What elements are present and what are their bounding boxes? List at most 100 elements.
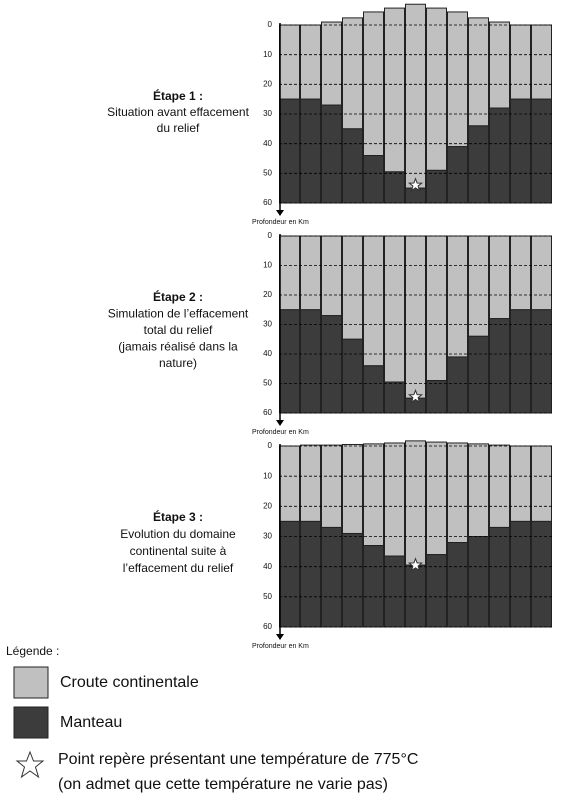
crust-column: [279, 24, 300, 100]
marker-star: [407, 177, 424, 192]
panel-title: Étape 3 :: [153, 509, 203, 524]
crust-column: [405, 440, 426, 566]
crust-column: [510, 235, 531, 311]
mantle-column: [300, 98, 321, 204]
crust-column: [342, 235, 363, 340]
crust-column: [447, 235, 468, 358]
axis-arrow: [276, 634, 284, 640]
crust-column: [426, 7, 447, 171]
crust-column: [426, 441, 447, 556]
y-tick-label: 0: [268, 441, 273, 450]
legend-marker-line: Point repère présentant une température …: [58, 751, 418, 768]
crust-column: [531, 24, 552, 100]
marker-star: [407, 388, 424, 404]
y-tick-label: 30: [263, 532, 272, 541]
y-tick-label: 60: [263, 198, 272, 207]
crust-column: [300, 24, 321, 100]
crust-column: [363, 11, 384, 157]
mantle-column: [321, 526, 342, 628]
legend-mantle: Manteau: [60, 714, 122, 731]
mantle-column: [321, 315, 342, 414]
mantle-column: [279, 98, 300, 204]
mantle-column: [342, 532, 363, 628]
legend-mantle-swatch: [13, 706, 49, 739]
crust-column: [342, 17, 363, 130]
y-tick-label: 30: [263, 320, 272, 329]
mantle-column: [531, 520, 552, 628]
crust-column: [468, 17, 489, 127]
y-tick-label: 0: [268, 20, 273, 29]
legend-title: Légende :: [6, 644, 59, 658]
y-tick-label: 10: [263, 261, 272, 270]
y-tick-label: 40: [263, 139, 272, 148]
crust-column: [510, 445, 531, 522]
panel-subtitle: l’effacement du relief: [123, 561, 234, 575]
crust-column: [447, 11, 468, 148]
crust-column: [384, 235, 405, 383]
crust-column: [489, 444, 510, 528]
marker-star: [407, 557, 424, 572]
legend-crust: Croute continentale: [60, 674, 199, 691]
mantle-column: [468, 125, 489, 204]
crust-column: [342, 443, 363, 534]
mantle-column: [489, 318, 510, 414]
crust-column: [510, 24, 531, 100]
y-tick-label: 50: [263, 379, 272, 388]
legend-star: [15, 750, 45, 779]
crust-column: [405, 3, 426, 189]
mantle-column: [405, 564, 426, 628]
panel-subtitle: Evolution du domaine: [120, 527, 236, 541]
mantle-column: [279, 520, 300, 628]
crust-column: [531, 235, 552, 311]
mantle-column: [384, 171, 405, 204]
y-tick-label: 60: [263, 622, 272, 631]
mantle-column: [489, 526, 510, 628]
mantle-column: [447, 356, 468, 414]
panel-subtitle: continental suite à: [130, 544, 227, 558]
mantle-column: [531, 309, 552, 414]
panel-subtitle: du relief: [157, 121, 200, 135]
mantle-column: [321, 104, 342, 204]
mantle-column: [363, 545, 384, 628]
crust-column: [447, 442, 468, 544]
mantle-column: [510, 309, 531, 414]
crust-column: [468, 443, 489, 537]
y-tick-label: 40: [263, 349, 272, 358]
axis-label: Profondeur en Km: [252, 643, 309, 650]
crust-column: [321, 235, 342, 317]
legend-marker-line: (on admet que cette température ne varie…: [58, 776, 388, 793]
crust-column: [300, 235, 321, 311]
crust-column: [405, 235, 426, 399]
crust-column: [426, 235, 447, 382]
axis-label: Profondeur en Km: [252, 429, 309, 436]
crust-column: [489, 235, 510, 320]
crust-column: [531, 445, 552, 522]
mantle-column: [342, 128, 363, 204]
mantle-column: [300, 520, 321, 628]
y-tick-label: 10: [263, 471, 272, 480]
y-tick-label: 60: [263, 408, 272, 417]
y-tick-label: 20: [263, 79, 272, 88]
mantle-column: [342, 338, 363, 414]
axis-arrow: [276, 210, 284, 216]
crust-column: [279, 235, 300, 311]
y-tick-label: 50: [263, 592, 272, 601]
crust-column: [363, 443, 384, 547]
panel-subtitle: total du relief: [144, 323, 213, 337]
panel-subtitle: (jamais réalisé dans la: [118, 340, 238, 354]
mantle-column: [279, 309, 300, 414]
mantle-column: [468, 335, 489, 414]
mantle-column: [489, 107, 510, 204]
y-tick-label: 40: [263, 562, 272, 571]
y-tick-label: 30: [263, 109, 272, 118]
crust-column: [384, 442, 405, 557]
crust-column: [300, 444, 321, 522]
mantle-column: [363, 155, 384, 204]
panel-subtitle: Simulation de l’effacement: [108, 307, 249, 321]
mantle-column: [300, 309, 321, 414]
y-tick-label: 20: [263, 290, 272, 299]
mantle-column: [447, 146, 468, 204]
crust-column: [489, 21, 510, 109]
mantle-column: [426, 169, 447, 204]
